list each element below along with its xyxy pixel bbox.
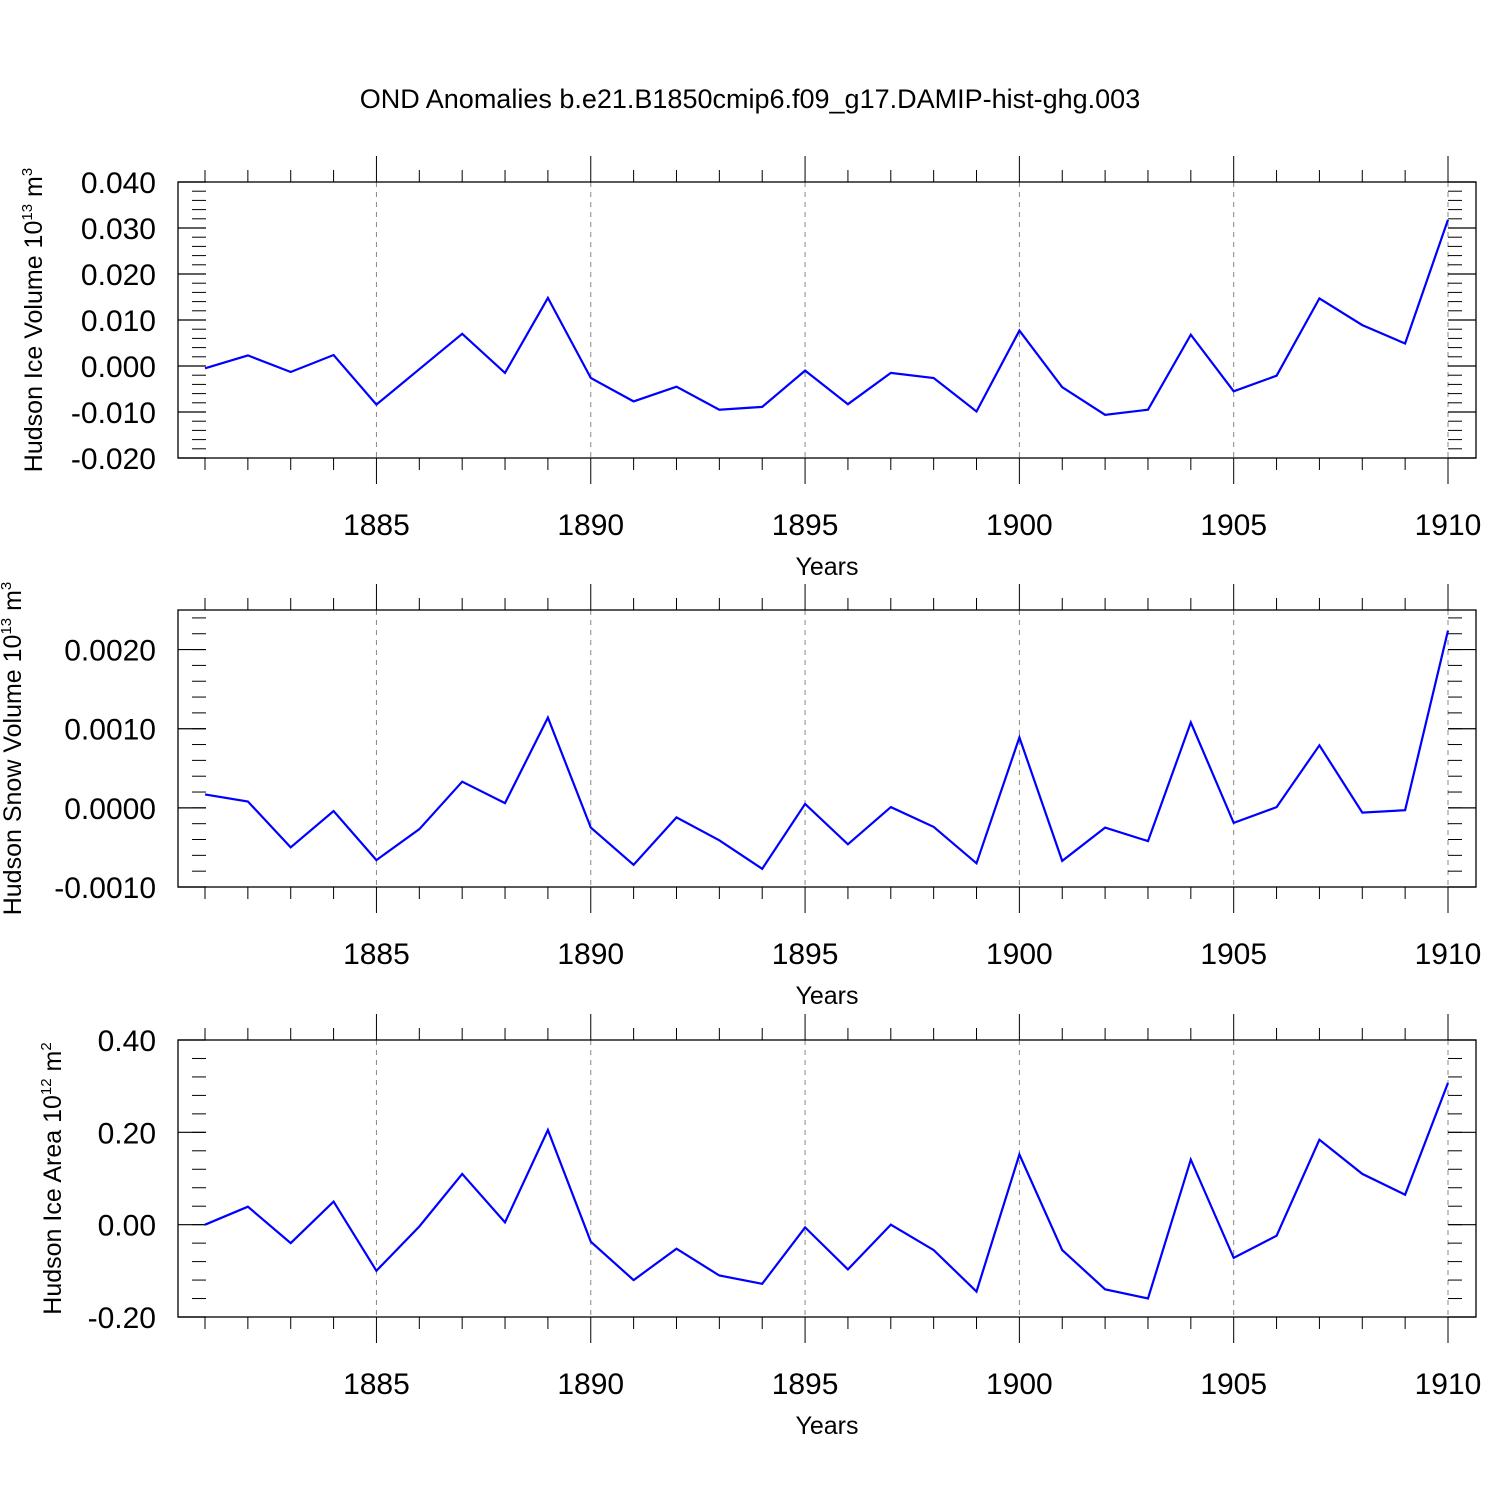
x-tick-label: 1895 <box>772 938 839 971</box>
y-tick-label: -0.020 <box>71 443 156 476</box>
series-line <box>204 630 1450 871</box>
x-axis-title: Years <box>795 982 858 1010</box>
x-tick-label: 1905 <box>1200 1368 1267 1401</box>
x-tick-label: 1890 <box>557 1368 624 1401</box>
y-tick-label: 0.40 <box>98 1025 156 1058</box>
y-tick-label: -0.0010 <box>54 872 156 905</box>
y-tick-label: -0.010 <box>71 397 156 430</box>
y-tick-label: 0.0000 <box>64 793 156 826</box>
x-tick-label: 1900 <box>986 509 1053 542</box>
x-tick-label: 1910 <box>1415 509 1482 542</box>
y-axis-title: Hudson Ice Volume 1013 m3 <box>19 168 48 472</box>
y-tick-label: 0.020 <box>81 259 156 292</box>
y-tick-label: 0.010 <box>81 305 156 338</box>
series-line <box>204 219 1450 416</box>
y-axis-title: Hudson Snow Volume 1013 m3 <box>0 582 27 916</box>
y-tick-label: 0.000 <box>81 351 156 384</box>
x-tick-label: 1895 <box>772 1368 839 1401</box>
x-tick-label: 1885 <box>343 1368 410 1401</box>
series-line <box>204 1082 1450 1300</box>
x-axis-title: Years <box>795 1412 858 1440</box>
x-tick-label: 1910 <box>1415 938 1482 971</box>
y-tick-label: -0.20 <box>88 1302 156 1335</box>
x-tick-label: 1890 <box>557 509 624 542</box>
x-tick-label: 1900 <box>986 1368 1053 1401</box>
y-tick-label: 0.0010 <box>64 714 156 747</box>
plot-frame <box>177 181 1477 459</box>
x-axis-title: Years <box>795 553 858 581</box>
y-tick-label: 0.0020 <box>64 635 156 668</box>
x-tick-label: 1885 <box>343 938 410 971</box>
x-tick-label: 1905 <box>1200 509 1267 542</box>
x-tick-label: 1885 <box>343 509 410 542</box>
panel-2: -0.0010 0.0000 0.0010 0.0020 1885 1890 1895 190… <box>0 582 1481 1010</box>
plot-frame <box>177 1039 1477 1318</box>
x-tick-label: 1900 <box>986 938 1053 971</box>
panel-1: -0.020 -0.010 0.000 0.010 0.020 0.030 0.040 188… <box>19 156 1481 581</box>
y-axis-title: Hudson Ice Area 1012 m2 <box>38 1042 67 1314</box>
x-tick-label: 1905 <box>1200 938 1267 971</box>
y-tick-label: 0.040 <box>81 167 156 200</box>
chart-title: OND Anomalies b.e21.B1850cmip6.f09_g17.D… <box>359 84 1141 114</box>
plot-frame <box>177 609 1477 888</box>
y-tick-label: 0.20 <box>98 1117 156 1150</box>
y-tick-label: 0.030 <box>81 213 156 246</box>
x-tick-label: 1895 <box>772 509 839 542</box>
x-tick-label: 1890 <box>557 938 624 971</box>
x-tick-label: 1910 <box>1415 1368 1482 1401</box>
y-tick-label: 0.00 <box>98 1210 156 1243</box>
panel-3: -0.20 0.00 0.20 0.40 1885 1890 1895 1900 1905 191… <box>38 1014 1481 1440</box>
